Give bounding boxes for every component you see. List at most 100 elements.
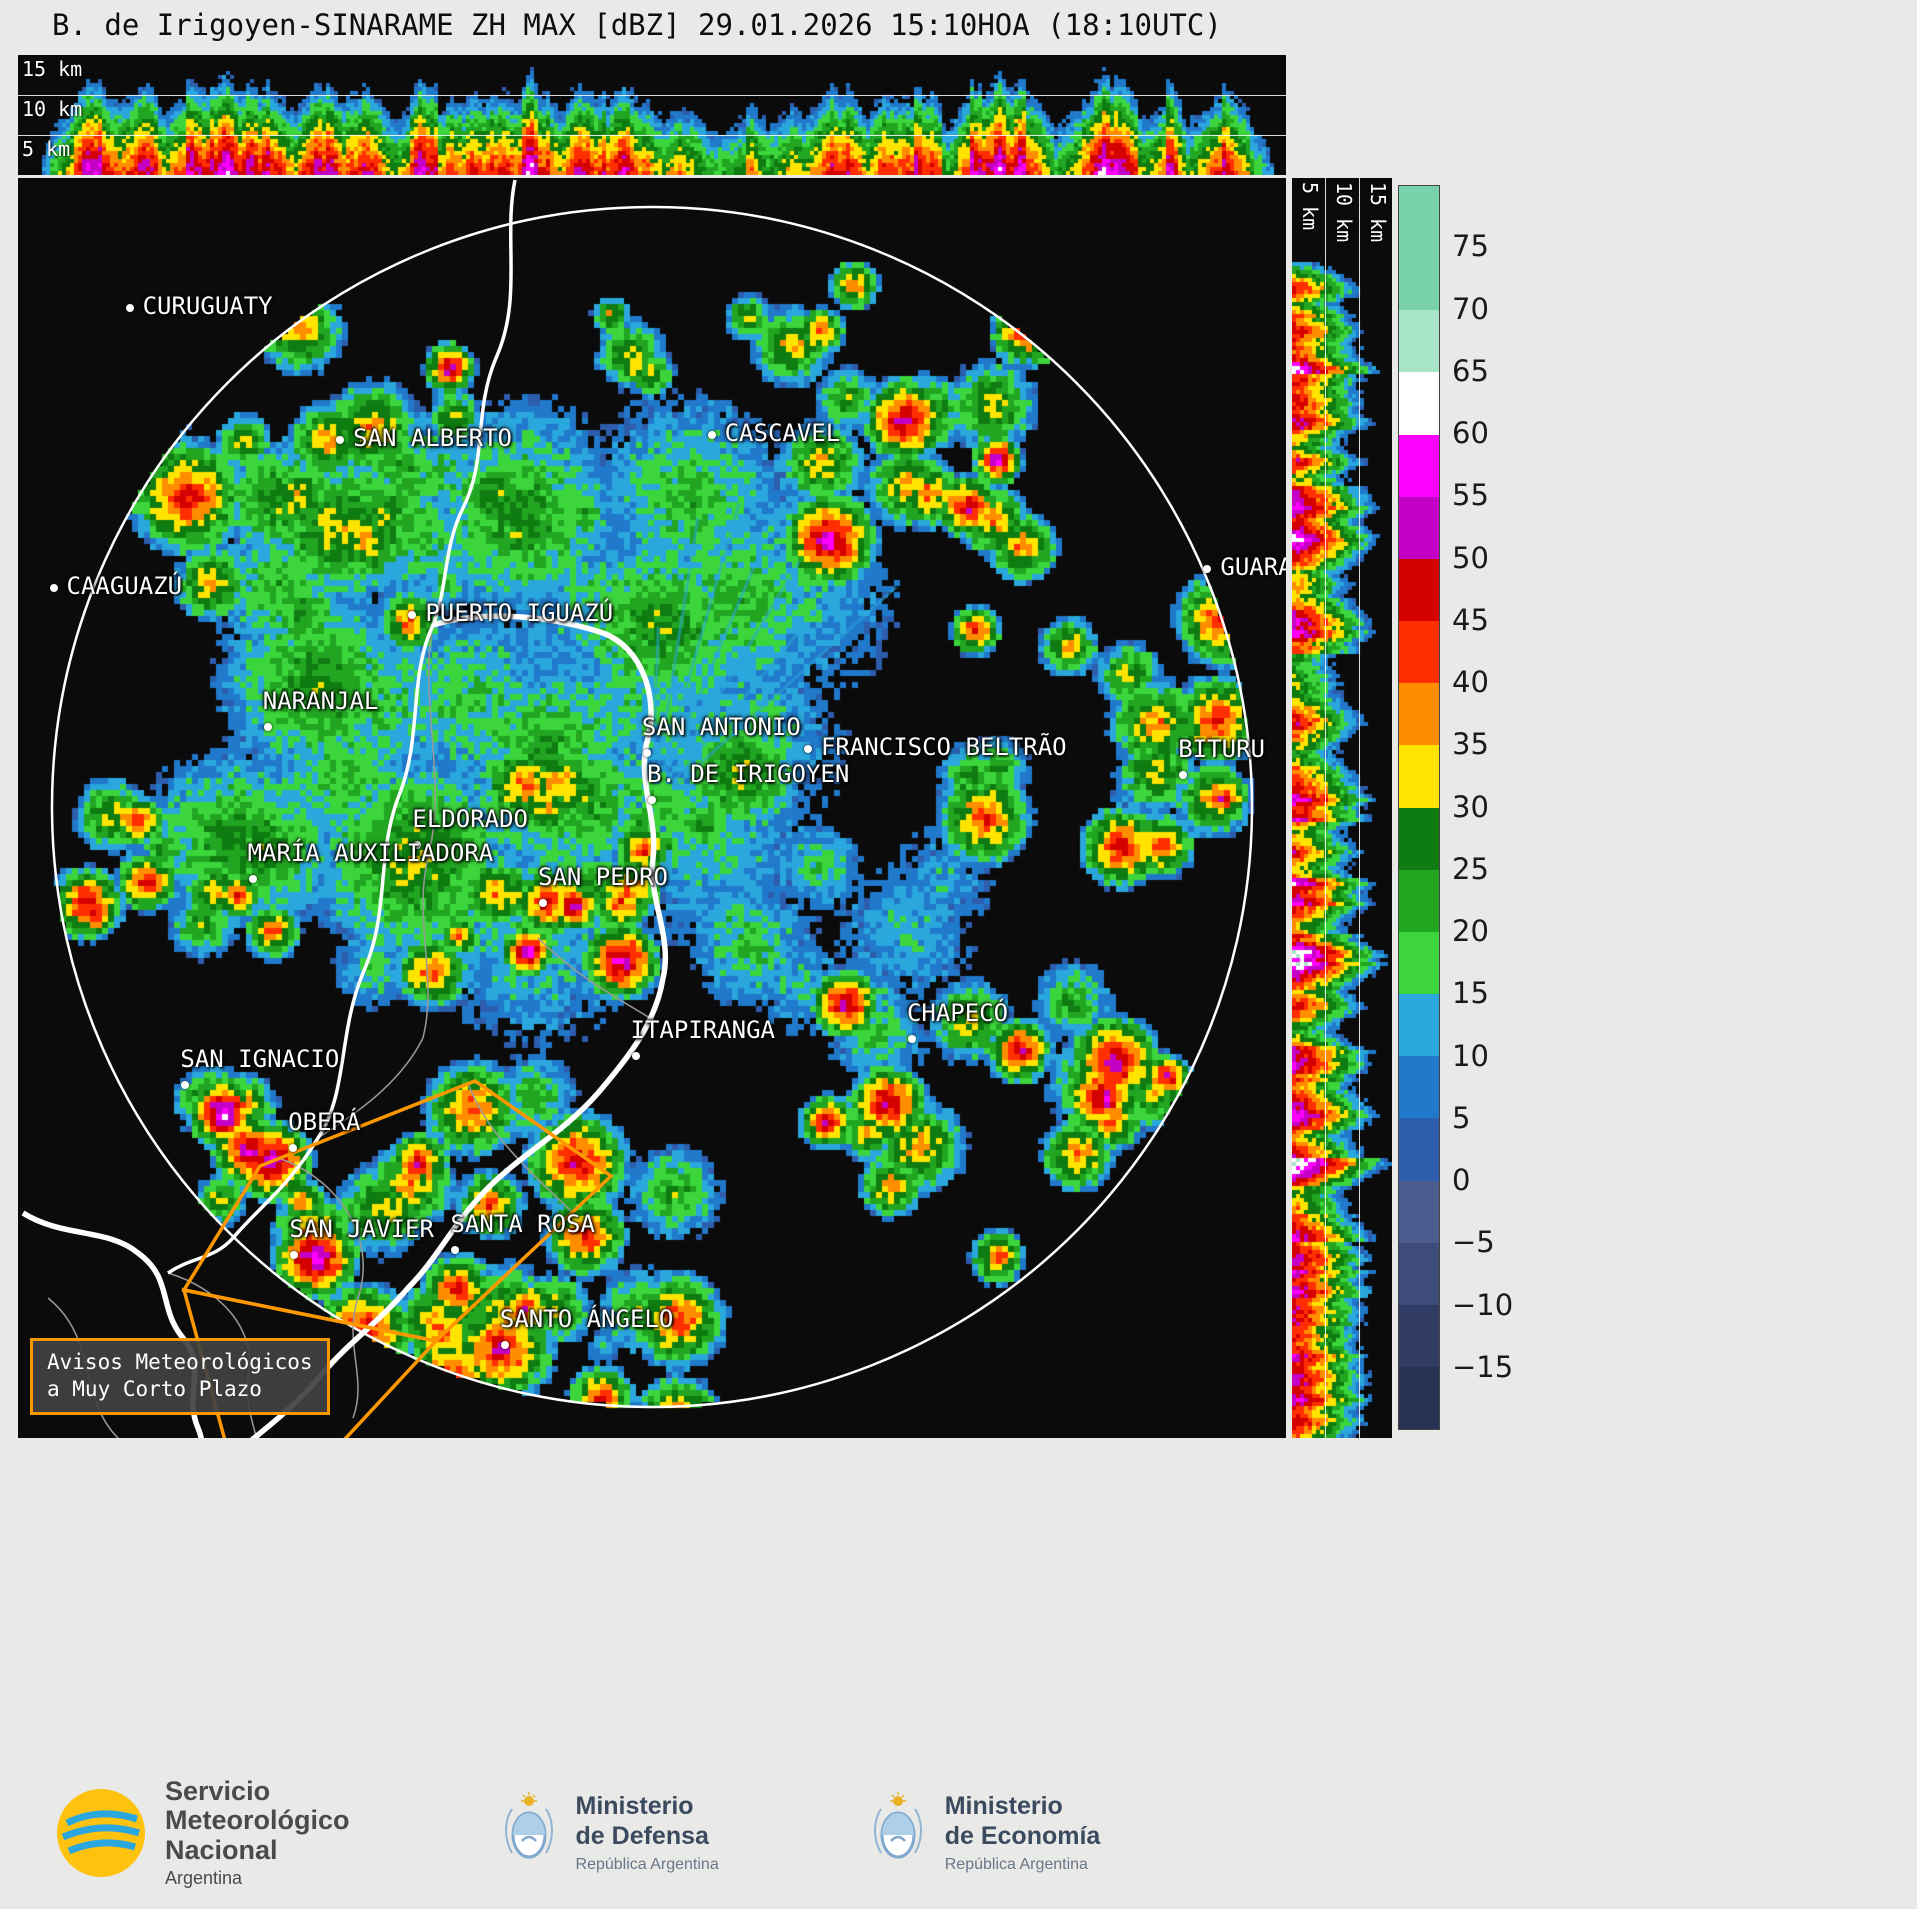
- city-label: ELDORADO: [412, 804, 528, 833]
- city-label: CASCAVEL: [724, 419, 841, 448]
- footer: Servicio Meteorológico Nacional Argentin…: [0, 1758, 1917, 1908]
- colorbar-segment: [1399, 1180, 1439, 1243]
- smn-text: Servicio Meteorológico Nacional Argentin…: [165, 1777, 350, 1888]
- warning-box: Avisos Meteorológicos a Muy Corto Plazo: [30, 1338, 330, 1415]
- height-label-5km: 5 km: [1298, 182, 1322, 231]
- city-marker: [408, 611, 417, 620]
- height-label-10km: 10 km: [1332, 182, 1356, 243]
- city-marker: [500, 1340, 509, 1349]
- colorbar-tick: 40: [1452, 665, 1489, 699]
- city-marker: [49, 583, 58, 592]
- colorbar-tick: 15: [1452, 976, 1489, 1011]
- warning-polygons: [181, 1079, 614, 1438]
- top-cross-section-canvas: [18, 55, 1286, 175]
- colorbar-segment: [1399, 1366, 1439, 1430]
- defensa-text: Ministerio de Defensa República Argentin…: [576, 1792, 719, 1874]
- city-marker: [248, 874, 257, 883]
- colorbar-segment: [1399, 1304, 1439, 1367]
- height-label-5km: 5 km: [22, 137, 71, 161]
- colorbar-tick: 60: [1452, 416, 1489, 450]
- city-marker: [538, 898, 547, 907]
- city-label: CHAPECÓ: [906, 998, 1009, 1027]
- city-label: GUARA: [1220, 552, 1286, 581]
- colorbar-tick: −15: [1452, 1349, 1514, 1384]
- city-label: BITURU: [1178, 735, 1265, 764]
- colorbar-segment: [1399, 1056, 1439, 1119]
- height-gridline-5km: [1325, 178, 1326, 1438]
- colorbar-tick: 55: [1452, 478, 1489, 513]
- city-marker: [631, 1052, 640, 1061]
- city-label: CAAGUAZÚ: [66, 571, 183, 600]
- colorbar-tick: 20: [1452, 914, 1489, 948]
- city-label: SAN IGNACIO: [180, 1045, 340, 1074]
- colorbar-segment: [1399, 621, 1439, 684]
- city-label: FRANCISCO BELTRÃO: [820, 732, 1067, 761]
- economia-line2: de Economía: [944, 1821, 1101, 1850]
- city-marker: [1179, 771, 1188, 780]
- border-river: [249, 613, 669, 1438]
- city-label: SANTA ROSA: [450, 1210, 595, 1239]
- warning-polygon: [181, 1287, 440, 1438]
- top-cross-section-panel: 15 km 10 km 5 km: [18, 55, 1286, 175]
- colorbar-segment: [1399, 248, 1439, 311]
- smn-line2: Meteorológico: [165, 1805, 350, 1836]
- side-cross-section-canvas: [1292, 178, 1392, 1438]
- smn-logo-group: Servicio Meteorológico Nacional Argentin…: [55, 1777, 350, 1888]
- colorbar-tick: 70: [1452, 291, 1489, 326]
- city-marker: [451, 1246, 460, 1255]
- colorbar-tick: 30: [1452, 789, 1489, 824]
- city-marker: [648, 796, 656, 805]
- colorbar-tick: 5: [1452, 1100, 1471, 1135]
- colorbar-tick: −10: [1452, 1287, 1514, 1322]
- city-label: SAN ALBERTO: [353, 424, 513, 453]
- height-gridline-5km: [18, 135, 1286, 136]
- colorbar-tick: 0: [1452, 1163, 1471, 1197]
- colorbar-tick: 10: [1452, 1038, 1489, 1073]
- city-label: SAN PEDRO: [537, 862, 668, 891]
- city-label: NARANJAL: [262, 687, 379, 716]
- admin-borders: [47, 624, 659, 1438]
- colorbar-segment: [1399, 434, 1439, 497]
- colorbar-segment: [1399, 1242, 1439, 1305]
- defensa-line2: de Defensa: [575, 1821, 709, 1850]
- height-label-10km: 10 km: [22, 97, 83, 121]
- side-cross-section-panel: 5 km 10 km 15 km: [1292, 178, 1392, 1438]
- colorbar-tick: −5: [1452, 1225, 1495, 1260]
- colorbar-tick: 75: [1452, 229, 1489, 264]
- height-label-15km: 15 km: [1366, 182, 1390, 243]
- range-ring: [50, 205, 1254, 1409]
- city-marker: [336, 436, 345, 445]
- city-marker: [642, 748, 651, 757]
- warning-polygon: [181, 1079, 614, 1343]
- city-label: OBERÁ: [288, 1108, 361, 1137]
- city-label: SANTO ÁNGELO: [499, 1304, 674, 1333]
- city-marker: [289, 1144, 298, 1153]
- colorbar-segment: [1399, 496, 1439, 559]
- city-marker: [263, 723, 272, 732]
- figure-title: B. de Irigoyen-SINARAME ZH MAX [dBZ] 29.…: [52, 8, 1222, 42]
- economia-line1: Ministerio: [944, 1792, 1063, 1820]
- colorbar-segment: [1399, 1118, 1439, 1181]
- city-marker: [290, 1251, 299, 1260]
- colorbar-segment: [1399, 558, 1439, 622]
- colorbar-tick: 45: [1452, 602, 1489, 637]
- height-gridline-10km: [1359, 178, 1360, 1438]
- warning-box-line2: a Muy Corto Plazo: [47, 1377, 262, 1402]
- city-marker: [907, 1034, 916, 1043]
- economia-text: Ministerio de Economía República Argenti…: [945, 1792, 1101, 1874]
- height-label-15km: 15 km: [22, 57, 83, 81]
- city-marker: [1203, 564, 1212, 573]
- colorbar-segment: [1399, 186, 1439, 249]
- city-label: CURUGUATY: [142, 291, 273, 320]
- colorbar-segment: [1399, 994, 1439, 1057]
- city-label: ITAPIRANGA: [630, 1016, 776, 1045]
- economia-logo-group: Ministerio de Economía República Argenti…: [869, 1791, 1101, 1875]
- city-label: PUERTO IGUAZÚ: [425, 599, 614, 628]
- colorbar-tick: 35: [1452, 727, 1489, 762]
- colorbar-segment: [1399, 310, 1439, 373]
- city-label: B. DE IRIGOYEN: [647, 760, 850, 789]
- colorbar-tick: 65: [1452, 353, 1489, 388]
- city-marker: [803, 744, 812, 753]
- colorbar-segment: [1399, 372, 1439, 435]
